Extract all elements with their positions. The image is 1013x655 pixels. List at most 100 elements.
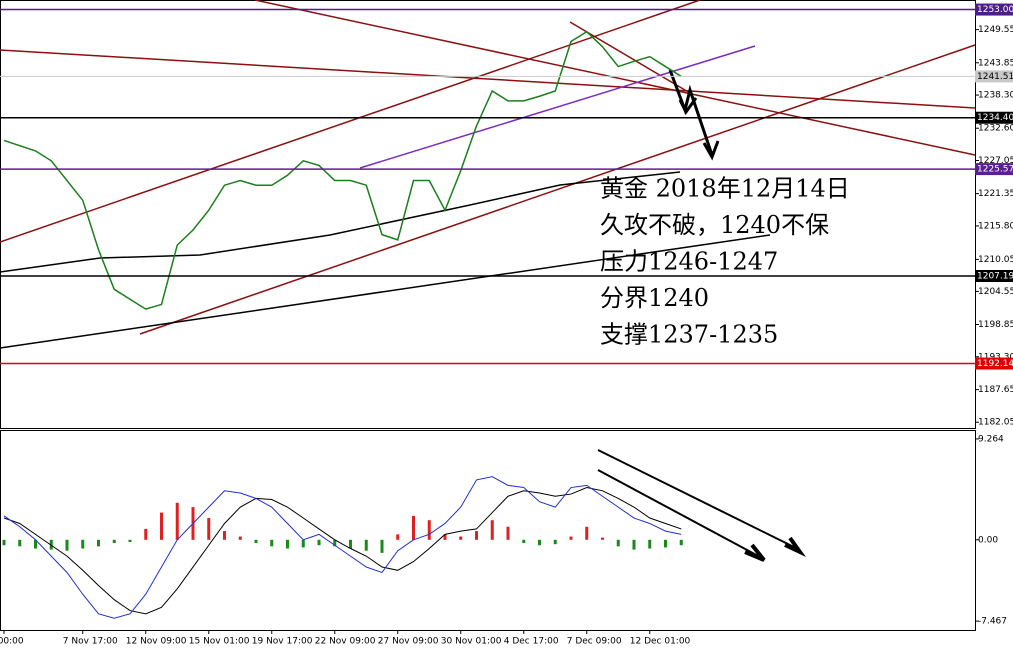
histogram-bar (443, 534, 447, 540)
annotation: 黄金 2018年12月14日 (600, 175, 850, 203)
trend-line (254, 0, 976, 156)
y-tick-label: 1182.05 (978, 418, 1013, 428)
y-tick-label: 1204.55 (978, 287, 1013, 297)
histogram-bar (538, 539, 541, 546)
x-tick-label: 27 Nov 09:00 (378, 637, 439, 647)
y-tick-label: 1198.85 (978, 320, 1013, 330)
price-panel (0, 0, 976, 429)
x-tick-label: 30 Nov 01:00 (441, 637, 502, 647)
level-label: 1225.57 (977, 165, 1013, 175)
arrow-head (744, 536, 807, 562)
histogram-bar (412, 515, 415, 540)
trend-lines (0, 0, 976, 562)
level-box (975, 70, 1013, 83)
arrow-head (678, 97, 720, 161)
histogram-bar (380, 539, 384, 553)
histogram-bar (144, 528, 148, 540)
trend-line (359, 45, 756, 169)
histogram-bar (522, 539, 526, 544)
histogram-bar (128, 539, 132, 542)
level-label: 1241.51 (977, 72, 1013, 82)
x-tick-label: 22 Nov 09:00 (315, 637, 376, 647)
x-tick-label: 15 Nov 01:00 (189, 637, 250, 647)
histogram-bar (301, 539, 305, 548)
histogram-bar (569, 536, 573, 540)
histogram-bar (223, 531, 226, 540)
histogram-bar (632, 539, 636, 550)
histogram-bar (270, 539, 274, 547)
histogram-bar (679, 539, 683, 546)
histogram-bar (475, 531, 478, 540)
trend-line (0, 49, 976, 109)
histogram-bar (349, 539, 352, 549)
histogram-bar (459, 536, 463, 540)
trend-line (139, 44, 976, 335)
arrow (668, 69, 714, 156)
level-label: 1192.14 (977, 359, 1013, 369)
trend-line (0, 234, 771, 349)
histogram-bar (238, 536, 242, 540)
y-tick-label: 0.00 (978, 535, 998, 545)
histogram-bar (286, 539, 289, 549)
level-label: 1253.00 (977, 5, 1013, 15)
histogram-bar (506, 526, 510, 540)
histogram-bar (553, 539, 557, 545)
x-tick-label: 19 Nov 17:00 (252, 637, 313, 647)
histogram-bar (490, 520, 494, 540)
moving-average (0, 171, 681, 273)
histogram-bar (207, 518, 211, 540)
level-label: 1207.19 (977, 272, 1013, 282)
x-tick-label: 7 Nov 17:00 (63, 637, 118, 647)
annotation: 压力1246-1247 (600, 248, 778, 276)
x-tick-label: 7 Dec 09:00 (567, 637, 622, 647)
histogram-bar (317, 539, 321, 546)
x-tick-label: 12 Nov 09:00 (126, 637, 187, 647)
histogram-bar (18, 539, 22, 547)
trend-line (0, 0, 701, 243)
annotation: 分界1240 (600, 284, 709, 312)
y-tick-label: 1187.65 (978, 385, 1013, 395)
histogram-bar (112, 539, 116, 544)
x-tick-label: ov 00:00 (0, 637, 24, 647)
x-tick-label: 4 Dec 17:00 (504, 637, 559, 647)
macd-panel (0, 430, 976, 631)
histogram-bar (65, 539, 69, 551)
histogram-bar (648, 539, 652, 549)
y-tick-label: -7.467 (978, 617, 1007, 627)
arrow (597, 449, 801, 559)
y-tick-label: 1243.85 (978, 58, 1013, 68)
level-box (975, 3, 1013, 16)
histogram-bar (601, 537, 604, 540)
histogram-bar (427, 520, 431, 540)
level-box (975, 270, 1013, 283)
histogram-bar (664, 539, 667, 548)
y-tick-label: 1215.80 (978, 221, 1013, 231)
y-tick-label: 9.264 (978, 434, 1004, 444)
y-tick-label: 1227.05 (978, 156, 1013, 166)
annotation: 支撑1237-1235 (600, 321, 778, 349)
annotation: 久攻不破，1240不保 (600, 211, 829, 239)
level-label: 1234.40 (977, 113, 1013, 123)
histogram-bar (364, 539, 368, 551)
histogram-bar (585, 526, 589, 540)
y-tick-label: 1238.30 (978, 91, 1013, 101)
histogram-bar (160, 512, 163, 540)
histogram-bar (175, 502, 179, 540)
x-tick-label: 12 Dec 01:00 (630, 637, 691, 647)
macd-line (3, 487, 682, 615)
histogram-bar (34, 539, 37, 549)
histogram-bar (396, 534, 400, 540)
y-tick-label: 1249.55 (978, 25, 1013, 35)
histogram-bar (616, 539, 620, 547)
y-tick-label: 1193.30 (978, 352, 1013, 362)
histogram-bar (97, 539, 100, 547)
level-box (975, 357, 1013, 370)
histogram-bar (81, 539, 85, 549)
histogram-bar (2, 539, 6, 546)
y-tick-label: 1221.35 (978, 189, 1013, 199)
y-tick-label: 1232.60 (978, 124, 1013, 134)
y-tick-label: 1210.05 (978, 255, 1013, 265)
price-line (3, 30, 682, 310)
